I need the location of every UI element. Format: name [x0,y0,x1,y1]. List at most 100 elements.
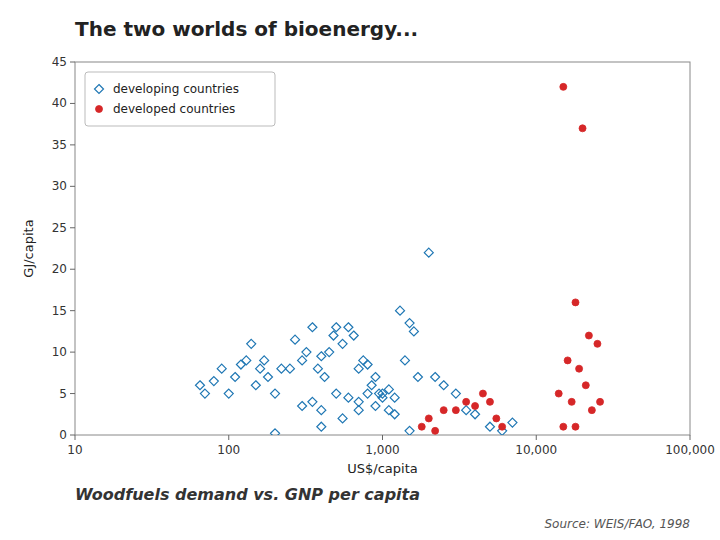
point [463,398,470,405]
point [224,389,233,398]
point [564,357,571,364]
y-tick [70,62,75,63]
y-tick-label: 45 [52,55,67,69]
point [390,410,399,419]
legend: developing countries developed countries [85,72,275,126]
point [378,393,387,402]
point [349,331,358,340]
point [560,83,567,90]
point [308,397,317,406]
point [413,372,422,381]
point [371,401,380,410]
y-tick-label: 25 [52,221,67,235]
point [332,323,341,332]
x-tick [228,435,229,440]
point [560,423,567,430]
y-tick-label: 30 [52,179,67,193]
marks [195,83,603,435]
point [432,427,439,434]
point [418,423,425,430]
point [354,364,363,373]
x-tick [382,435,383,440]
point [308,323,317,332]
y-tick-label: 40 [52,96,67,110]
point [363,389,372,398]
point [493,415,500,422]
y-tick [70,227,75,228]
point [431,372,440,381]
point [291,335,300,344]
point [594,340,601,347]
annotation: Source: WEIS/FAO, 1998 [544,517,690,531]
point [344,393,353,402]
point [209,377,218,386]
point [195,381,204,390]
point [405,426,414,435]
x-tick-label: 100 [217,443,240,457]
point [260,356,269,365]
point [400,356,409,365]
point [329,331,338,340]
legend-marker [96,106,103,113]
y-tick [70,144,75,145]
legend-label: developed countries [113,102,235,116]
point [471,410,480,419]
point [582,382,589,389]
point [576,365,583,372]
y-tick [70,103,75,104]
point [384,385,393,394]
y-tick [70,269,75,270]
point [317,352,326,361]
plot-frame [75,62,690,435]
point [344,323,353,332]
point [298,356,307,365]
x-tick [690,435,691,440]
point [332,389,341,398]
y-axis-label: GJ/capita [21,219,36,277]
point [236,360,245,369]
point [424,248,433,257]
point [363,360,372,369]
point [451,389,460,398]
point [263,372,272,381]
point [440,407,447,414]
point [485,422,494,431]
point [396,306,405,315]
point [271,389,280,398]
point [579,125,586,132]
point [452,407,459,414]
y-tick-label: 0 [59,428,67,442]
point [597,398,604,405]
subtitle: Woodfuels demand vs. GNP per capita [75,485,420,504]
point [390,393,399,402]
point [508,418,517,427]
y-tick [70,352,75,353]
x-tick [536,435,537,440]
point [325,348,334,357]
y-tick-label: 5 [59,387,67,401]
legend-label: developing countries [113,82,239,96]
point [271,429,280,435]
y-tick-label: 35 [52,138,67,152]
point [585,332,592,339]
point [285,364,294,373]
point [313,364,322,373]
point [486,398,493,405]
x-tick [75,435,76,440]
point [371,372,380,381]
point [472,402,479,409]
point [499,423,506,430]
legend-marker [95,85,104,94]
point [302,348,311,357]
point [298,401,307,410]
point [568,398,575,405]
series [195,248,516,435]
chart: The two worlds of bioenergy...101001,000… [0,0,720,540]
x-axis-label: US$/capita [347,461,417,476]
point [200,389,209,398]
series [418,83,603,434]
point [277,364,286,373]
point [479,390,486,397]
point [572,423,579,430]
y-tick-label: 15 [52,304,67,318]
